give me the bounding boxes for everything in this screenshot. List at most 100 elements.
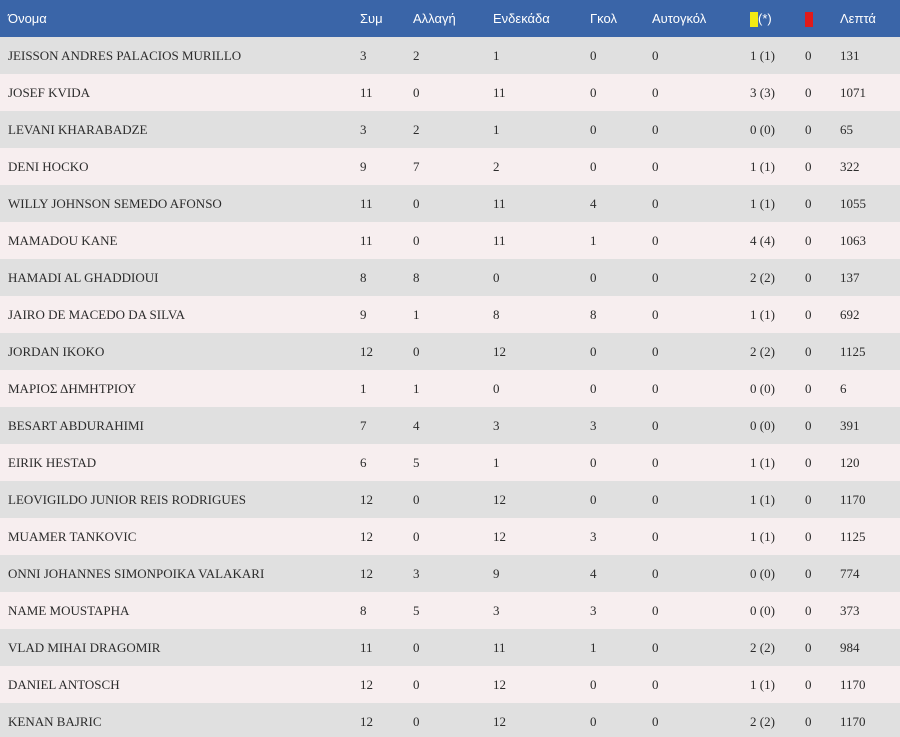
substitutions-cell: 4 bbox=[413, 417, 420, 433]
column-header-own-goals[interactable]: Αυτογκόλ bbox=[652, 11, 707, 26]
column-header-name[interactable]: Όνομα bbox=[8, 11, 47, 26]
table-row: JORDAN IKOKO 12 0 12 0 0 2 (2) 0 1125 bbox=[0, 333, 900, 370]
column-header-starts[interactable]: Ενδεκάδα bbox=[493, 11, 550, 26]
yellow-cards-cell: 2 (2) bbox=[750, 269, 775, 285]
table-row: VLAD MIHAI DRAGOMIR 11 0 11 1 0 2 (2) 0 984 bbox=[0, 629, 900, 666]
starts-cell: 3 bbox=[493, 417, 500, 433]
minutes-cell: 322 bbox=[840, 158, 860, 174]
starts-cell: 11 bbox=[493, 639, 506, 655]
own-goals-cell: 0 bbox=[652, 602, 659, 618]
player-name: EIRIK HESTAD bbox=[8, 454, 97, 470]
substitutions-cell: 0 bbox=[413, 639, 420, 655]
table-row: NAME MOUSTAPHA 8 5 3 3 0 0 (0) 0 373 bbox=[0, 592, 900, 629]
goals-cell: 0 bbox=[590, 121, 597, 137]
player-name: NAME MOUSTAPHA bbox=[8, 602, 130, 618]
starts-cell: 0 bbox=[493, 380, 500, 396]
starts-cell: 2 bbox=[493, 158, 500, 174]
column-header-minutes[interactable]: Λεπτά bbox=[840, 11, 876, 26]
substitutions-cell: 0 bbox=[413, 713, 420, 729]
starts-cell: 12 bbox=[493, 343, 506, 359]
minutes-cell: 1055 bbox=[840, 195, 866, 211]
own-goals-cell: 0 bbox=[652, 47, 659, 63]
table-row: DENI HOCKO 9 7 2 0 0 1 (1) 0 322 bbox=[0, 148, 900, 185]
minutes-cell: 1071 bbox=[840, 84, 866, 100]
player-name: JOSEF KVIDA bbox=[8, 84, 90, 100]
column-header-apps[interactable]: Συμ bbox=[360, 11, 383, 26]
red-cards-cell: 0 bbox=[805, 232, 812, 248]
minutes-cell: 692 bbox=[840, 306, 860, 322]
substitutions-cell: 5 bbox=[413, 454, 420, 470]
yellow-cards-cell: 0 (0) bbox=[750, 380, 775, 396]
column-header-goals[interactable]: Γκολ bbox=[590, 11, 617, 26]
red-cards-cell: 0 bbox=[805, 343, 812, 359]
player-name: WILLY JOHNSON SEMEDO AFONSO bbox=[8, 195, 222, 211]
column-header-red-cards[interactable] bbox=[805, 0, 840, 37]
minutes-cell: 1170 bbox=[840, 676, 866, 692]
appearances-cell: 3 bbox=[360, 121, 367, 137]
starts-cell: 11 bbox=[493, 195, 506, 211]
header-row: Όνομα Συμ Αλλαγή Ενδεκάδα Γκολ Αυτογκόλ … bbox=[0, 0, 900, 37]
appearances-cell: 11 bbox=[360, 639, 373, 655]
own-goals-cell: 0 bbox=[652, 713, 659, 729]
table-row: BESART ABDURAHIMI 7 4 3 3 0 0 (0) 0 391 bbox=[0, 407, 900, 444]
starts-cell: 8 bbox=[493, 306, 500, 322]
table-row: MAMADOU KANE 11 0 11 1 0 4 (4) 0 1063 bbox=[0, 222, 900, 259]
own-goals-cell: 0 bbox=[652, 158, 659, 174]
own-goals-cell: 0 bbox=[652, 639, 659, 655]
starts-cell: 12 bbox=[493, 491, 506, 507]
player-name: ONNI JOHANNES SIMONPOIKA VALAKARI bbox=[8, 565, 265, 581]
minutes-cell: 1125 bbox=[840, 343, 866, 359]
player-name: JEISSON ANDRES PALACIOS MURILLO bbox=[8, 47, 242, 63]
player-name: VLAD MIHAI DRAGOMIR bbox=[8, 639, 161, 655]
appearances-cell: 12 bbox=[360, 565, 373, 581]
appearances-cell: 8 bbox=[360, 269, 367, 285]
table-row: DANIEL ANTOSCH 12 0 12 0 0 1 (1) 0 1170 bbox=[0, 666, 900, 703]
minutes-cell: 6 bbox=[840, 380, 847, 396]
goals-cell: 1 bbox=[590, 639, 597, 655]
goals-cell: 0 bbox=[590, 454, 597, 470]
player-name: ΜΑΡΙΟΣ ΔΗΜΗΤΡΙΟΥ bbox=[8, 380, 137, 396]
appearances-cell: 6 bbox=[360, 454, 367, 470]
substitutions-cell: 1 bbox=[413, 306, 420, 322]
table-row: KENAN BAJRIC 12 0 12 0 0 2 (2) 0 1170 bbox=[0, 703, 900, 737]
yellow-cards-cell: 0 (0) bbox=[750, 565, 775, 581]
appearances-cell: 12 bbox=[360, 491, 373, 507]
substitutions-cell: 3 bbox=[413, 565, 420, 581]
minutes-cell: 373 bbox=[840, 602, 860, 618]
table-row: MUAMER TANKOVIC 12 0 12 3 0 1 (1) 0 1125 bbox=[0, 518, 900, 555]
appearances-cell: 9 bbox=[360, 158, 367, 174]
player-name: DANIEL ANTOSCH bbox=[8, 676, 120, 692]
own-goals-cell: 0 bbox=[652, 343, 659, 359]
red-cards-cell: 0 bbox=[805, 491, 812, 507]
table-header: Όνομα Συμ Αλλαγή Ενδεκάδα Γκολ Αυτογκόλ … bbox=[0, 0, 900, 37]
red-cards-cell: 0 bbox=[805, 565, 812, 581]
substitutions-cell: 8 bbox=[413, 269, 420, 285]
player-name: MAMADOU KANE bbox=[8, 232, 118, 248]
substitutions-cell: 7 bbox=[413, 158, 420, 174]
substitutions-cell: 0 bbox=[413, 528, 420, 544]
column-header-subs[interactable]: Αλλαγή bbox=[413, 11, 456, 26]
minutes-cell: 1063 bbox=[840, 232, 866, 248]
yellow-cards-cell: 2 (2) bbox=[750, 343, 775, 359]
yellow-cards-cell: 1 (1) bbox=[750, 528, 775, 544]
red-card-icon bbox=[805, 11, 813, 27]
starts-cell: 9 bbox=[493, 565, 500, 581]
yellow-cards-cell: 1 (1) bbox=[750, 491, 775, 507]
yellow-cards-cell: 1 (1) bbox=[750, 306, 775, 322]
player-name: JORDAN IKOKO bbox=[8, 343, 105, 359]
table-row: ONNI JOHANNES SIMONPOIKA VALAKARI 12 3 9 4 0 0… bbox=[0, 555, 900, 592]
yellow-cards-cell: 1 (1) bbox=[750, 47, 775, 63]
column-header-yellow-cards[interactable]: (*) bbox=[750, 0, 805, 37]
starts-cell: 0 bbox=[493, 269, 500, 285]
red-cards-cell: 0 bbox=[805, 676, 812, 692]
yellow-card-icon bbox=[750, 11, 758, 27]
own-goals-cell: 0 bbox=[652, 121, 659, 137]
red-cards-cell: 0 bbox=[805, 602, 812, 618]
starts-cell: 1 bbox=[493, 454, 500, 470]
red-cards-cell: 0 bbox=[805, 713, 812, 729]
player-name: KENAN BAJRIC bbox=[8, 713, 102, 729]
goals-cell: 8 bbox=[590, 306, 597, 322]
minutes-cell: 1170 bbox=[840, 713, 866, 729]
player-name: LEVANI KHARABADZE bbox=[8, 121, 148, 137]
starts-cell: 12 bbox=[493, 713, 506, 729]
